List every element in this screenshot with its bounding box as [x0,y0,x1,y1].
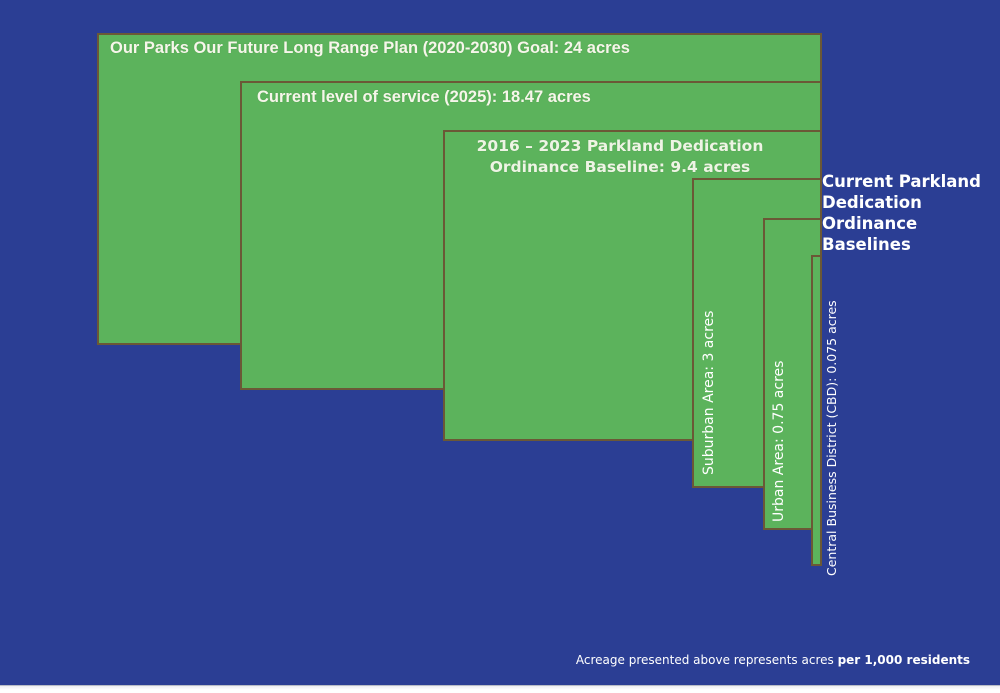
footnote: Acreage presented above represents acres… [576,653,970,667]
footnote-bold-text: per 1,000 residents [837,653,970,667]
label-urban-area: Urban Area: 0.75 acres [771,360,787,522]
side-heading-current-baselines: Current Parkland Dedication Ordinance Ba… [822,172,981,254]
label-parkland-dedication-baseline-line2: Ordinance Baseline: 9.4 acres [489,158,751,176]
window-bottom-edge [0,685,1000,693]
label-parkland-dedication-baseline: 2016 – 2023 Parkland Dedication Ordinanc… [445,136,795,178]
footnote-text: Acreage presented above represents acres [575,653,838,667]
label-suburban-area: Suburban Area: 3 acres [701,310,717,475]
label-current-level-of-service: Current level of service (2025): 18.47 a… [257,88,591,106]
rect-central-business-district [811,255,822,566]
label-long-range-plan-goal: Our Parks Our Future Long Range Plan (20… [110,39,630,57]
label-parkland-dedication-baseline-line1: 2016 – 2023 Parkland Dedication [476,137,764,155]
label-central-business-district: Central Business District (CBD): 0.075 a… [824,300,839,576]
